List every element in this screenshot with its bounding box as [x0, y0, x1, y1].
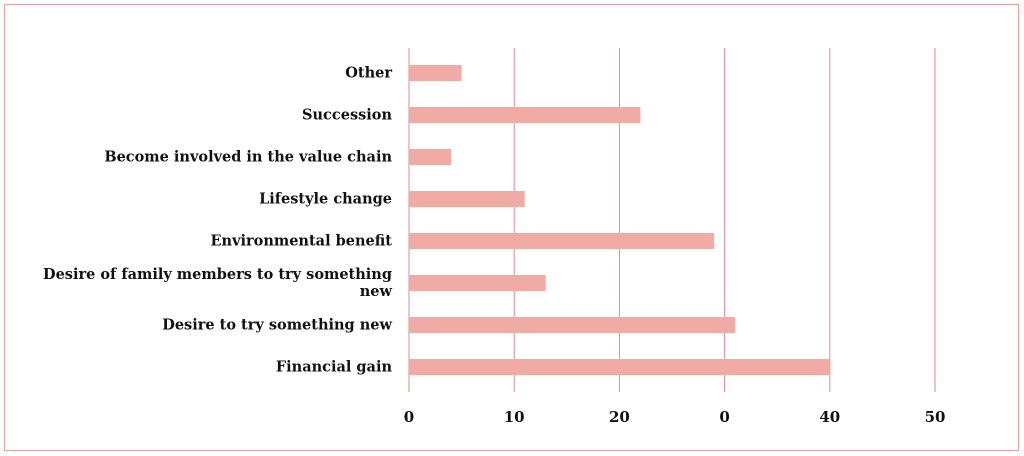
x-tick-label: 0	[404, 408, 414, 426]
x-tick-label: 40	[819, 408, 840, 426]
bar	[409, 275, 546, 291]
bar	[409, 359, 830, 375]
category-label: Desire of family members to try somethin…	[43, 266, 392, 300]
frame	[4, 4, 1019, 451]
x-tick-label: 50	[925, 408, 946, 426]
bar	[409, 233, 715, 249]
bar	[409, 107, 641, 123]
bar	[409, 317, 736, 333]
x-tick-label: 0	[719, 408, 729, 426]
bar	[409, 65, 462, 81]
category-label: Desire to try something new	[162, 316, 392, 334]
category-label: Environmental benefit	[210, 232, 392, 250]
bar	[409, 191, 525, 207]
category-label: Financial gain	[275, 358, 392, 376]
category-label: Other	[345, 64, 392, 82]
category-label: Succession	[302, 106, 392, 124]
x-tick-label: 10	[504, 408, 525, 426]
category-label: Lifestyle change	[259, 190, 392, 208]
x-tick-label: 20	[609, 408, 630, 426]
bar	[409, 149, 452, 165]
category-label: Become involved in the value chain	[104, 148, 392, 166]
